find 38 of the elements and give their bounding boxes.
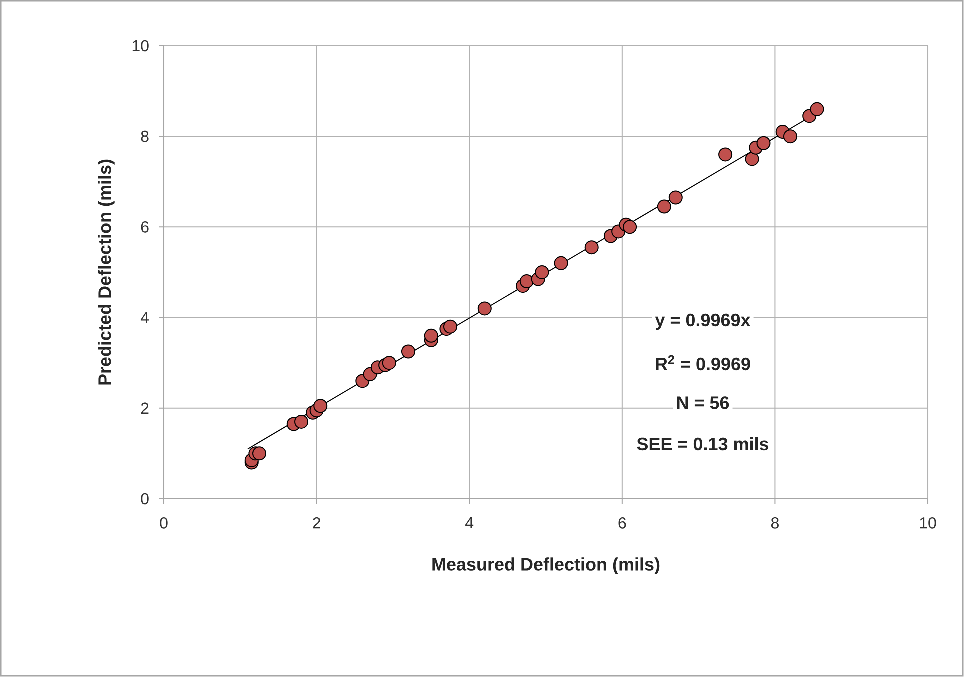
x-tick-label: 2	[313, 518, 320, 529]
annotation: N = 56	[677, 396, 730, 410]
point	[783, 130, 798, 144]
y-axis-title: Predicted Deflection (mils)	[98, 160, 115, 385]
point	[401, 344, 416, 359]
x-tick-label: 0	[160, 518, 168, 529]
point	[535, 265, 550, 280]
y-tick-label: 2	[141, 402, 149, 414]
x-tick-label: 8	[771, 518, 779, 529]
y-tick-label: 8	[141, 130, 149, 142]
point	[756, 136, 771, 150]
x-axis-title: Measured Deflection (mils)	[432, 558, 660, 574]
point	[623, 220, 638, 234]
y-tick-label: 10	[132, 40, 149, 52]
point	[382, 356, 396, 370]
point	[478, 302, 492, 316]
point	[745, 152, 760, 166]
point	[657, 200, 672, 214]
y-tick-label: 0	[141, 493, 149, 505]
point	[294, 414, 309, 429]
annotation: SEE = 0.13 mils	[637, 437, 769, 451]
point	[718, 148, 733, 162]
point	[584, 240, 599, 255]
point	[520, 274, 534, 289]
x-tick-label: 6	[618, 518, 626, 529]
point	[444, 320, 458, 334]
annotation: R$^{2}$ = 0.9969	[656, 355, 750, 371]
y-tick-label: 6	[141, 222, 149, 233]
point	[668, 190, 683, 205]
x-tick-label: 10	[920, 518, 936, 529]
annotation: y = 0.9969x	[655, 314, 751, 330]
point	[314, 399, 328, 414]
point	[810, 102, 824, 116]
point	[554, 256, 568, 270]
x-tick-label: 4	[466, 517, 474, 529]
point	[252, 446, 267, 461]
y-tick-label: 4	[140, 312, 150, 324]
point	[424, 328, 438, 343]
